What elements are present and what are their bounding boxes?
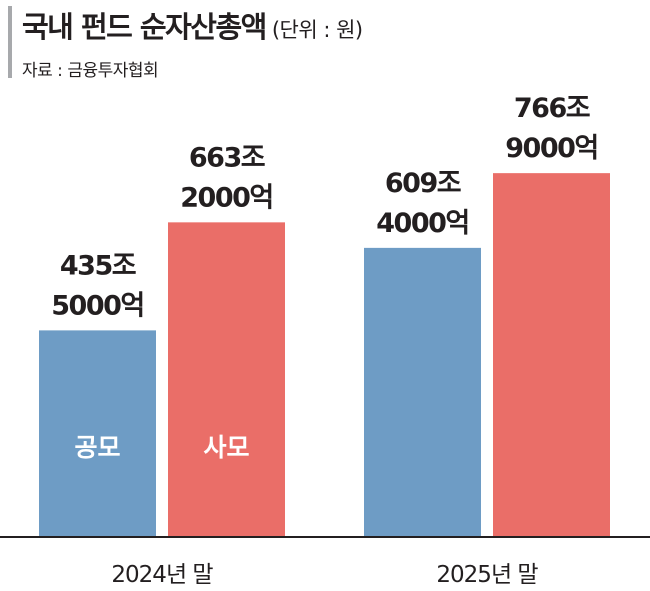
- bar-사모-0: [168, 222, 285, 537]
- data-label-line1-공모-0: 435조: [60, 250, 136, 281]
- chart-title-text: 국내 펀드 순자산총액: [22, 10, 267, 44]
- bar-공모-1: [364, 247, 481, 538]
- in-bar-label-사모: 사모: [203, 433, 249, 462]
- data-label-line1-공모-1: 609조: [385, 168, 461, 199]
- source-note: 자료 : 금융투자협회: [22, 61, 159, 81]
- x-tick-label-0: 2024년 말: [111, 562, 213, 588]
- bar-공모-0: [39, 330, 156, 537]
- bar-사모-1: [493, 173, 610, 537]
- data-label-line1-사모-1: 766조: [514, 93, 590, 124]
- data-label-line2-공모-0: 5000억: [51, 290, 144, 321]
- unit-label: (단위 : 원): [271, 18, 363, 42]
- data-label-line2-사모-0: 2000억: [180, 182, 273, 213]
- data-label-line1-사모-0: 663조: [189, 142, 265, 173]
- chart-title: 국내 펀드 순자산총액 (단위 : 원): [22, 4, 363, 46]
- title-accent-bar: [8, 6, 12, 78]
- in-bar-label-공모: 공모: [74, 433, 120, 462]
- data-label-line2-공모-1: 4000억: [376, 208, 469, 239]
- x-tick-label-1: 2025년 말: [436, 562, 538, 588]
- data-label-line2-사모-1: 9000억: [505, 133, 598, 164]
